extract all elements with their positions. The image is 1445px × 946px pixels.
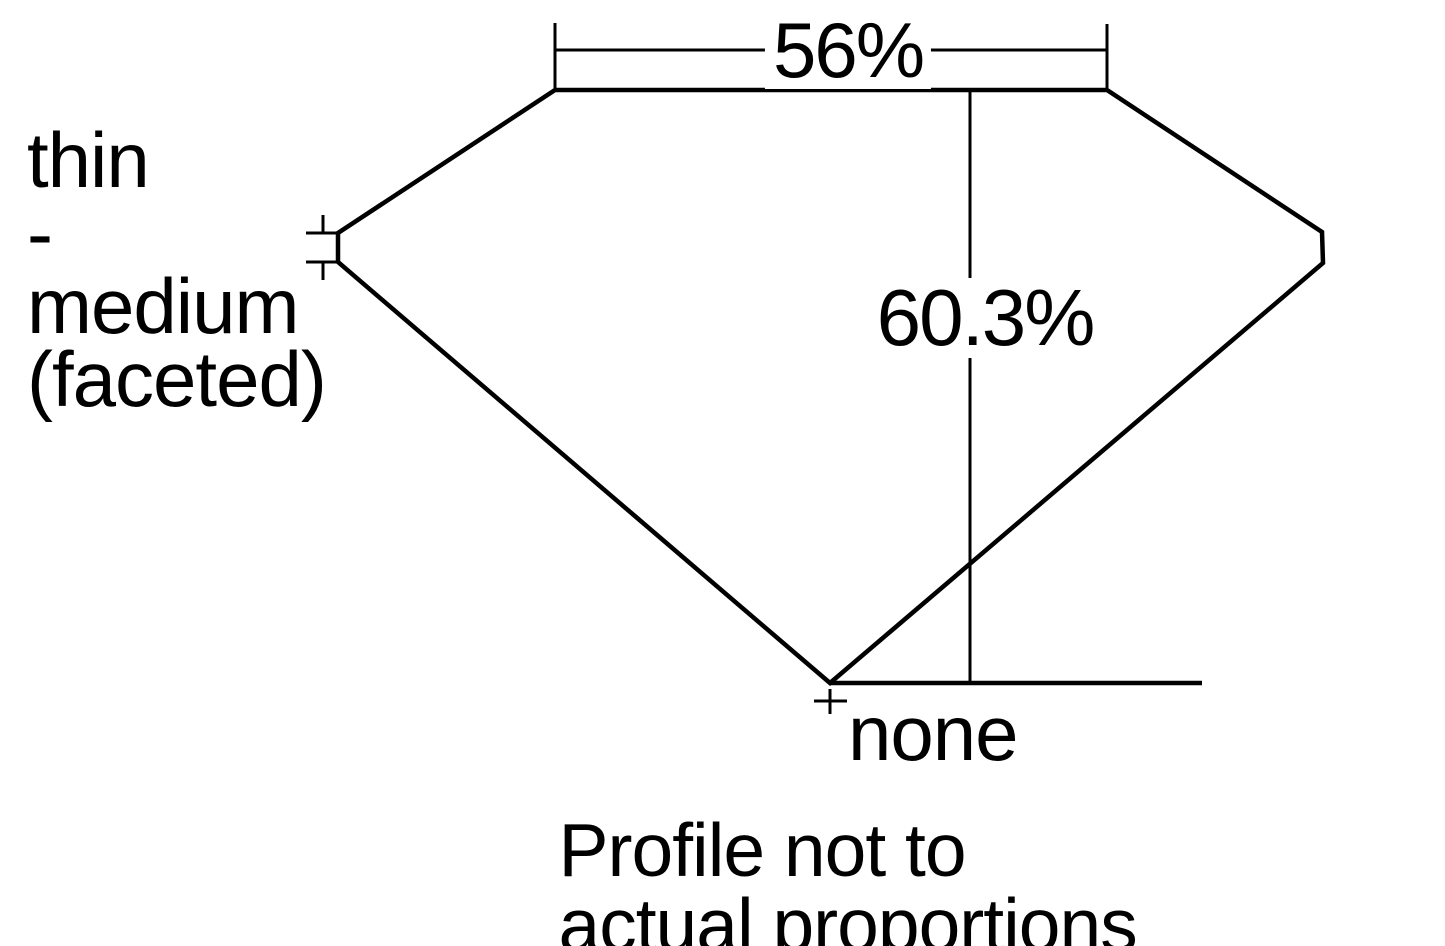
depth-label: 60.3% [868, 278, 1102, 358]
culet-label: none [848, 689, 1019, 777]
table-width-label: 56% [764, 11, 932, 89]
girdle-label: thin - medium (faceted) [27, 116, 327, 423]
caption: Profile not to actual proportions [558, 808, 1138, 946]
diamond-outline [335, 87, 1326, 686]
